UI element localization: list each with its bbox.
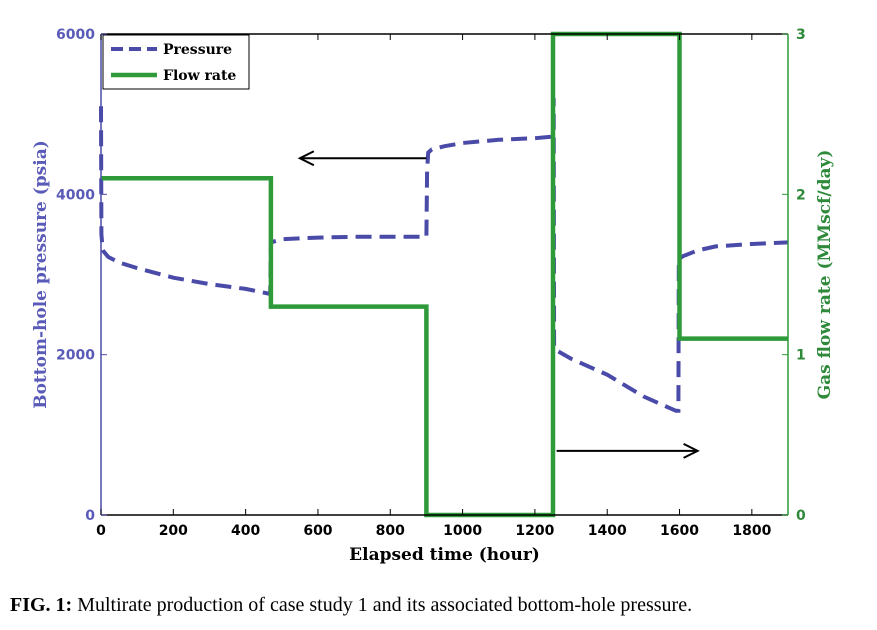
series-line-pressure bbox=[99, 98, 789, 413]
x-tick-label: 1000 bbox=[443, 523, 482, 539]
ticks-layer: 0 200 400 600 800 1000 1200 1400 1600 1800 0 2000 40… bbox=[56, 27, 806, 539]
annotation-arrowhead-left bbox=[297, 150, 315, 167]
annotation-arrowhead-right bbox=[683, 442, 700, 459]
y-right-tick-label: 1 bbox=[796, 348, 806, 364]
x-tick-label: 0 bbox=[96, 523, 106, 539]
legend-box bbox=[102, 34, 250, 90]
y-left-tick-label: 0 bbox=[85, 508, 95, 524]
x-tick-label: 800 bbox=[376, 523, 405, 539]
caption-text: Multirate production of case study 1 and… bbox=[72, 594, 693, 616]
x-tick-label: 1600 bbox=[660, 523, 699, 539]
x-tick-label: 200 bbox=[159, 523, 188, 539]
figure-caption: FIG. 1: Multirate production of case stu… bbox=[10, 594, 870, 617]
x-tick-label: 1400 bbox=[588, 523, 627, 539]
legend-label-flow-rate: Flow rate bbox=[163, 68, 236, 84]
y-right-tick-label: 3 bbox=[796, 27, 806, 43]
y-axis-left-label: Bottom-hole pressure (psia) bbox=[31, 140, 51, 409]
plot-background bbox=[101, 34, 788, 515]
x-axis-label: Elapsed time (hour) bbox=[349, 545, 540, 565]
y-right-tick-label: 0 bbox=[796, 508, 806, 524]
x-tick-label: 1800 bbox=[732, 523, 771, 539]
x-tick-label: 600 bbox=[303, 523, 332, 539]
y-left-tick-label: 4000 bbox=[56, 187, 95, 203]
annotation-layer bbox=[297, 150, 700, 459]
y-left-tick-label: 6000 bbox=[56, 27, 95, 43]
y-left-tick-label: 2000 bbox=[56, 348, 95, 364]
axes-layer bbox=[100, 33, 789, 516]
x-tick-label: 400 bbox=[231, 523, 260, 539]
y-right-tick-label: 2 bbox=[796, 187, 806, 203]
caption-prefix: FIG. 1: bbox=[10, 594, 73, 616]
legend: Pressure Flow rate bbox=[102, 34, 250, 90]
chart: 0 200 400 600 800 1000 1200 1400 1600 1800 0 2000 40… bbox=[31, 27, 835, 565]
plot-area bbox=[101, 34, 788, 515]
legend-label-pressure: Pressure bbox=[163, 42, 232, 58]
y-axis-right-label: Gas flow rate (MMscf/day) bbox=[815, 150, 835, 400]
x-tick-label: 1200 bbox=[515, 523, 554, 539]
